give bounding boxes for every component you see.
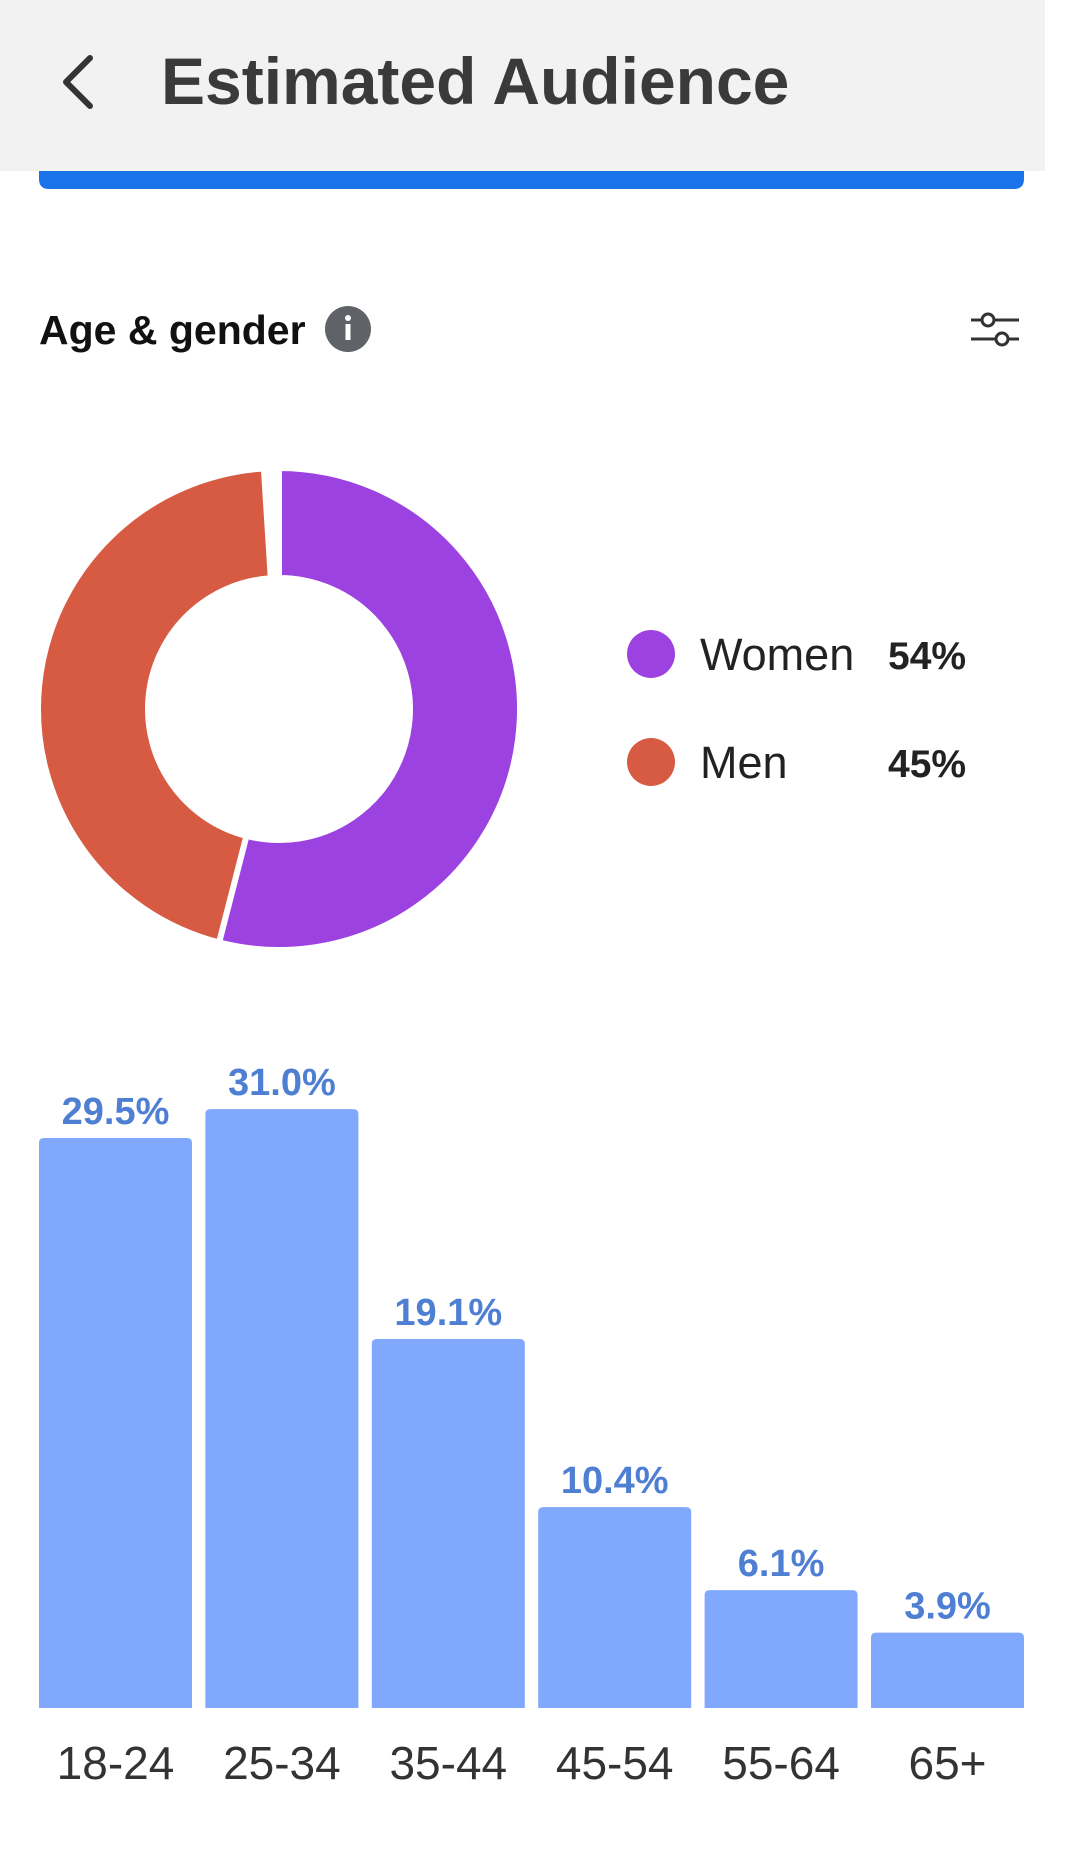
page-title: Estimated Audience xyxy=(161,44,789,118)
pie-slice xyxy=(215,464,523,953)
bar xyxy=(371,1338,525,1708)
legend-swatch xyxy=(627,630,675,678)
legend-label: Women xyxy=(700,629,854,680)
section-title: Age & gender xyxy=(39,307,306,353)
pie-slice xyxy=(35,465,274,947)
x-tick-label: 45-54 xyxy=(556,1737,674,1789)
legend-value: 45% xyxy=(888,743,966,786)
bar xyxy=(704,1590,858,1708)
x-tick-label: 18-24 xyxy=(57,1737,175,1789)
bar xyxy=(205,1109,359,1708)
bar-value-label: 6.1% xyxy=(738,1543,825,1585)
bar xyxy=(39,1138,192,1708)
back-button[interactable] xyxy=(63,55,93,109)
info-icon[interactable] xyxy=(325,306,371,352)
x-tick-label: 35-44 xyxy=(389,1737,507,1789)
app-bar xyxy=(0,0,1045,171)
legend-swatch xyxy=(627,738,675,786)
blue-banner xyxy=(39,171,1024,189)
x-tick-label: 25-34 xyxy=(223,1737,341,1789)
bar-value-label: 10.4% xyxy=(561,1460,669,1502)
bar-value-label: 29.5% xyxy=(62,1091,170,1133)
bar-value-label: 31.0% xyxy=(228,1062,336,1104)
bar xyxy=(871,1632,1024,1708)
x-tick-label: 55-64 xyxy=(722,1737,840,1789)
bar xyxy=(538,1507,692,1708)
x-tick-label: 65+ xyxy=(908,1737,986,1789)
legend-value: 54% xyxy=(888,635,966,678)
bar-value-label: 19.1% xyxy=(394,1292,502,1334)
bar-value-label: 3.9% xyxy=(904,1586,991,1628)
legend-label: Men xyxy=(700,737,788,788)
filter-icon[interactable] xyxy=(971,312,1019,347)
